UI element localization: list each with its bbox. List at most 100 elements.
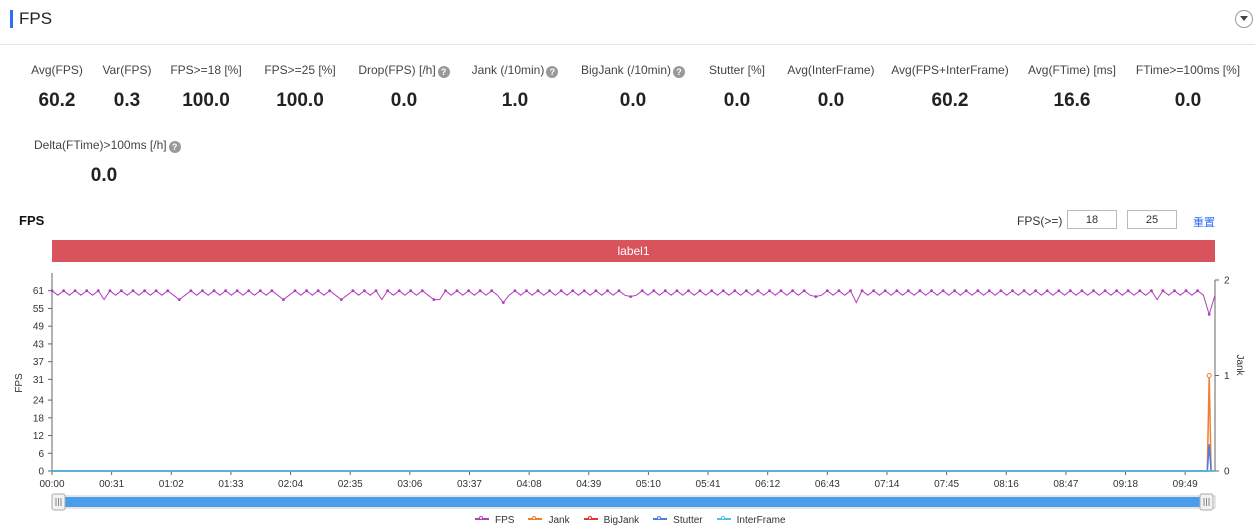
legend-item-fps[interactable]: FPS: [475, 515, 514, 526]
section-header: FPS: [0, 0, 1255, 45]
fps-point: [987, 289, 991, 293]
fps-point: [953, 289, 956, 293]
fps-point: [1115, 289, 1118, 293]
metric-label: Drop(FPS) [/h]?: [334, 62, 474, 78]
x-tick-label: 04:39: [576, 479, 601, 490]
x-tick-label: 04:08: [517, 479, 542, 490]
help-icon[interactable]: ?: [437, 66, 450, 78]
x-tick-label: 05:41: [696, 479, 721, 490]
fps-point: [525, 289, 528, 293]
y-left-tick-label: 49: [33, 322, 45, 333]
fps-point: [501, 301, 505, 304]
fps-point: [663, 289, 667, 293]
metric-label: Avg(InterFrame): [761, 62, 901, 78]
collapse-toggle-icon[interactable]: [1235, 10, 1253, 28]
fps-point: [1161, 289, 1165, 293]
metric-label: FTime>=100ms [%]: [1118, 62, 1255, 78]
fps-point: [1022, 289, 1026, 293]
legend-item-interframe[interactable]: InterFrame: [716, 515, 786, 526]
fps-point: [872, 289, 875, 293]
legend-item-stutter[interactable]: Stutter: [653, 515, 703, 526]
fps-point: [374, 289, 378, 293]
metric-label-text: Avg(InterFrame): [787, 63, 875, 77]
label-band: label1: [52, 240, 1215, 262]
x-tick-label: 00:00: [39, 479, 64, 490]
fps-point: [235, 289, 239, 293]
fps-point: [1150, 289, 1153, 293]
fps-point: [108, 289, 112, 293]
fps-point: [73, 289, 77, 293]
help-icon[interactable]: ?: [168, 141, 181, 153]
y-left-tick-label: 37: [33, 357, 45, 368]
metric-value: 1.0: [501, 90, 529, 111]
fps-point: [976, 289, 980, 293]
fps-point: [606, 289, 609, 293]
help-icon[interactable]: ?: [546, 66, 559, 78]
fps-point: [339, 298, 343, 301]
metric-value: 0.0: [619, 90, 647, 111]
metric-value: 0.3: [113, 90, 141, 111]
fps-point: [1011, 289, 1014, 293]
fps-point: [201, 289, 204, 293]
fps-point: [675, 289, 679, 293]
fps-point: [386, 289, 389, 293]
y-left-tick-label: 55: [33, 304, 45, 315]
fps-point: [444, 289, 447, 293]
metric-label: FPS>=18 [%]: [136, 62, 276, 78]
fps-point: [513, 289, 517, 293]
legend-label: BigJank: [603, 515, 640, 526]
y-left-tick-label: 43: [33, 339, 45, 350]
fps-point: [895, 289, 899, 293]
metric-label-text: Avg(FTime) [ms]: [1027, 63, 1116, 77]
fps-point: [166, 289, 170, 293]
metric-label-text: Stutter [%]: [708, 63, 766, 77]
fps-point: [50, 289, 54, 293]
legend-swatch: [716, 516, 731, 520]
metric-label-text: Drop(FPS) [/h]: [358, 63, 436, 77]
fps-point: [455, 289, 459, 293]
fps-point: [420, 289, 424, 293]
y-left-tick-label: 18: [33, 413, 45, 424]
title-accent-bar: [10, 10, 13, 28]
metric-value: 0.0: [390, 90, 418, 111]
metric-12: Delta(FTime)>100ms [/h]? 0.0: [34, 137, 181, 187]
fps-point: [189, 289, 193, 293]
metric-value: 100.0: [182, 90, 230, 111]
fps-point: [1138, 289, 1142, 293]
legend-item-jank[interactable]: Jank: [528, 515, 570, 526]
fps-point: [779, 289, 783, 293]
fps-point: [96, 289, 100, 293]
fps-point: [212, 289, 216, 293]
y-left-tick-label: 6: [38, 449, 44, 460]
metric-label-text: FTime>=100ms [%]: [1135, 63, 1241, 77]
metric-4: Drop(FPS) [/h]? 0.0: [334, 62, 474, 112]
fps-point: [906, 289, 910, 293]
fps-point: [571, 289, 575, 293]
legend-item-bigjank[interactable]: BigJank: [583, 515, 640, 526]
threshold-low-input[interactable]: [1067, 210, 1117, 229]
zoom-slider-range[interactable]: [60, 497, 1200, 507]
fps-point: [467, 289, 470, 293]
metric-10: Avg(FTime) [ms] 16.6: [1002, 62, 1142, 112]
threshold-label: FPS(>=): [1017, 214, 1063, 228]
metric-label: Var(FPS): [57, 62, 197, 78]
fps-point: [768, 289, 771, 293]
fps-point: [177, 298, 181, 301]
y-left-axis-title: FPS: [14, 373, 25, 393]
help-icon[interactable]: ?: [673, 66, 686, 78]
fps-point: [1184, 289, 1188, 293]
metric-value: 16.6: [1053, 90, 1091, 111]
x-tick-label: 07:45: [934, 479, 959, 490]
metric-6: BigJank (/10min)? 0.0: [563, 62, 703, 112]
fps-point: [397, 289, 401, 293]
fps-point: [85, 289, 89, 293]
reset-button[interactable]: 重置: [1193, 217, 1215, 229]
legend-swatch: [475, 516, 489, 520]
fps-point: [316, 289, 320, 293]
y-right-tick-label: 2: [1224, 276, 1230, 287]
fps-point: [849, 289, 852, 293]
fps-point: [918, 289, 922, 293]
y-left-tick-label: 31: [33, 375, 45, 386]
threshold-high-input[interactable]: [1127, 210, 1177, 229]
fps-point: [559, 289, 563, 293]
